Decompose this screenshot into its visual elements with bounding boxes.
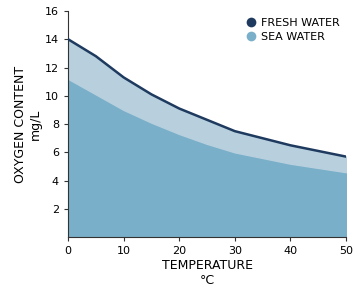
Legend: FRESH WATER, SEA WATER: FRESH WATER, SEA WATER [243,14,343,46]
X-axis label: TEMPERATURE
°C: TEMPERATURE °C [162,259,253,287]
Y-axis label: OXYGEN CONTENT
mg/L: OXYGEN CONTENT mg/L [14,65,42,183]
